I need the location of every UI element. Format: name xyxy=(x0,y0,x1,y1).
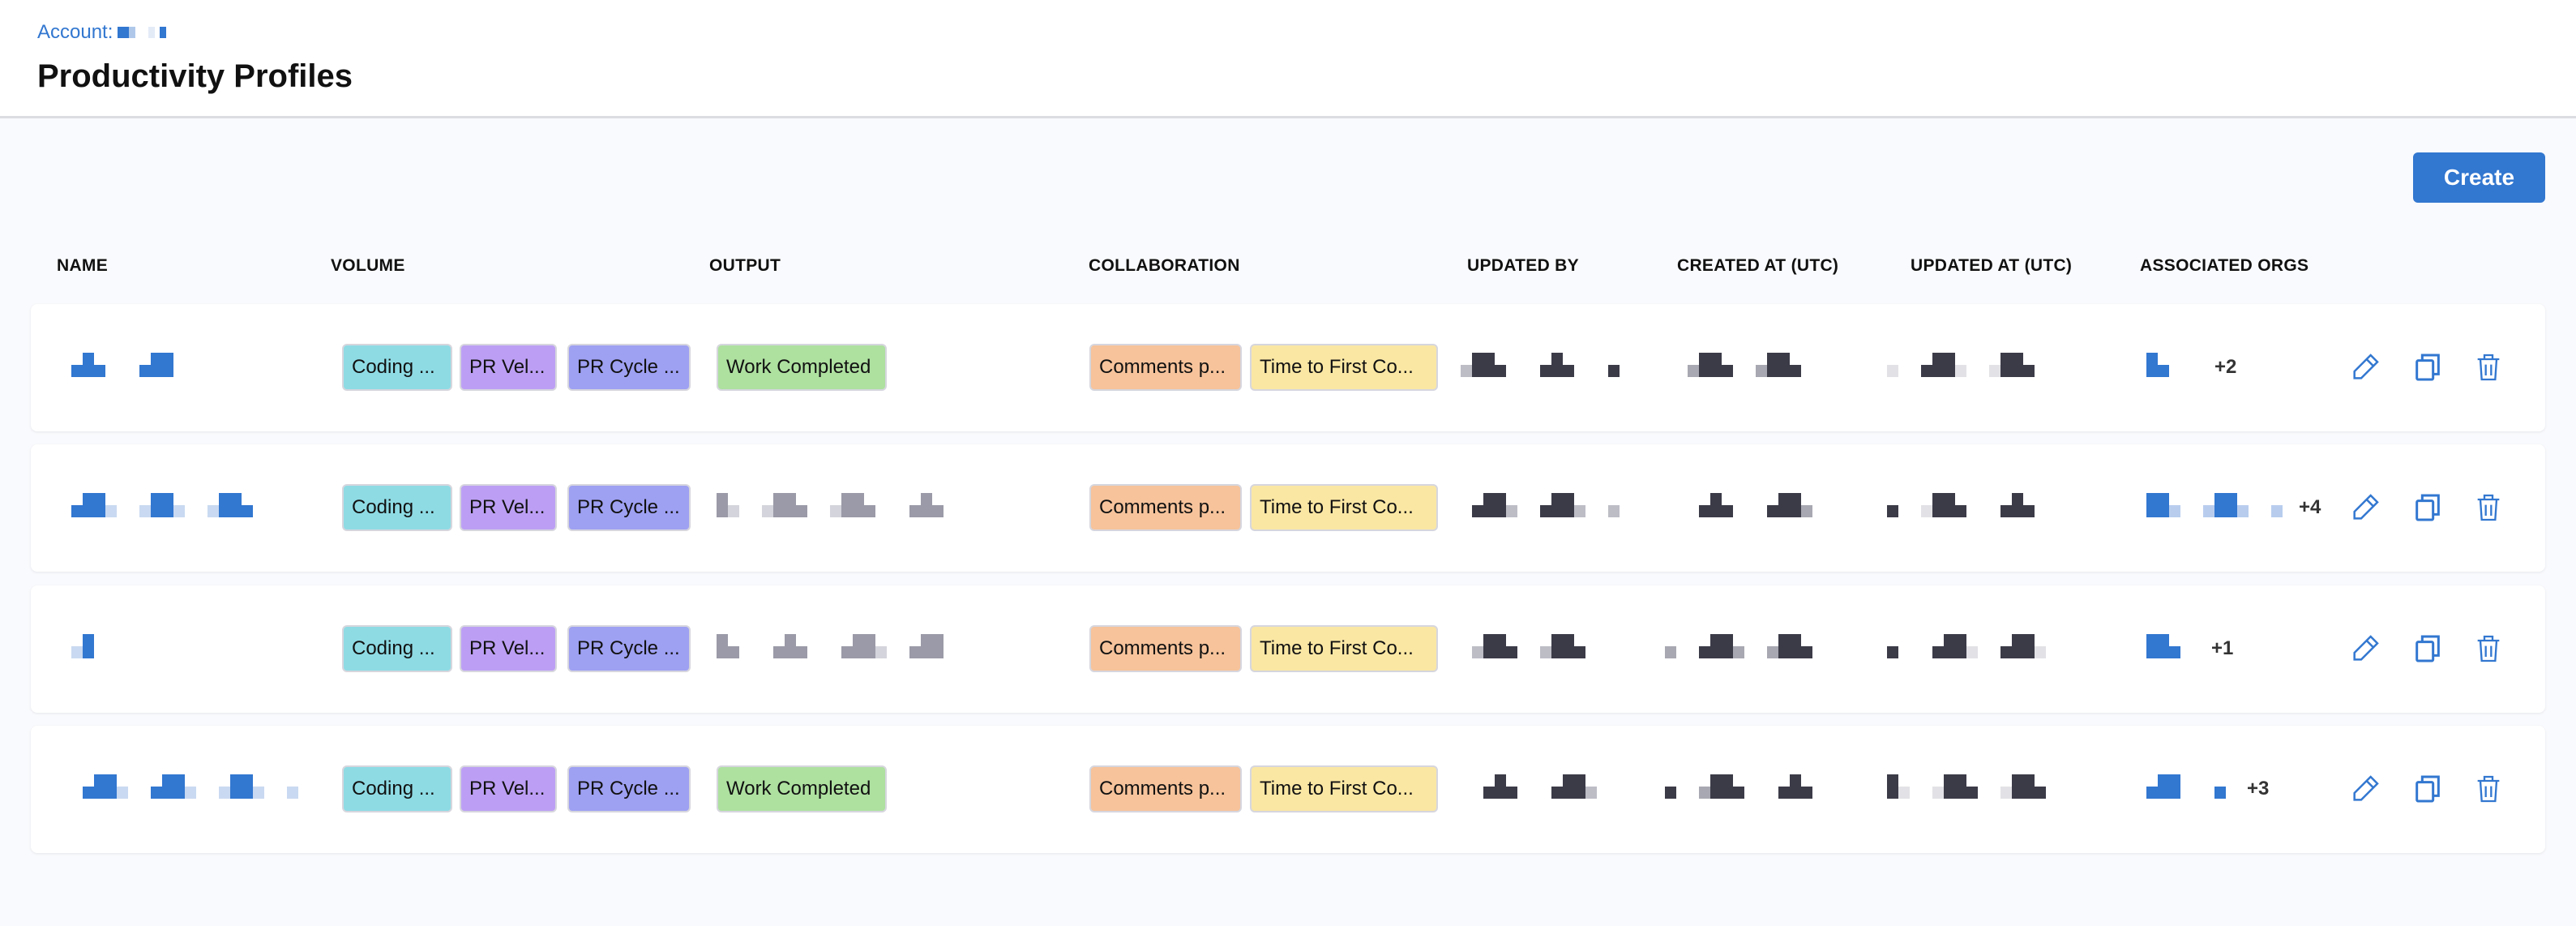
volume-tag: Coding ... xyxy=(342,344,452,391)
collaboration-tag: Time to First Co... xyxy=(1250,765,1438,812)
profile-name-redacted xyxy=(60,493,276,517)
redacted-value xyxy=(1449,353,1620,377)
redacted-value xyxy=(1887,774,2046,799)
column-header-updated-at[interactable]: UPDATED AT (UTC) xyxy=(1911,256,2073,275)
trash-icon[interactable] xyxy=(2472,773,2505,805)
more-orgs-count[interactable]: +2 xyxy=(2214,356,2237,378)
column-header-updated-by: UPDATED BY xyxy=(1467,256,1579,275)
page-header: Account: Productivity Profiles xyxy=(0,0,2576,118)
volume-tag: Coding ... xyxy=(342,484,452,531)
column-header-created-at[interactable]: CREATED AT (UTC) xyxy=(1677,256,1839,275)
more-orgs-count[interactable]: +3 xyxy=(2247,778,2270,800)
column-header-output: OUTPUT xyxy=(709,256,781,275)
output-tag: Work Completed xyxy=(717,765,887,812)
pencil-icon[interactable] xyxy=(2349,351,2381,384)
column-header-associated-orgs: ASSOCIATED ORGS xyxy=(2140,256,2309,275)
redacted-value xyxy=(1665,634,1812,658)
table-row[interactable]: Coding ... PR Vel... PR Cycle ... Work Comp… xyxy=(31,304,2545,431)
table-row[interactable]: Coding ... PR Vel... PR Cycle ... Comments … xyxy=(31,585,2545,713)
redacted-value xyxy=(1887,493,2046,517)
org-name-redacted xyxy=(2146,634,2192,658)
redacted-value xyxy=(1449,774,1620,799)
redacted-value xyxy=(1887,634,2046,658)
collaboration-tag: Time to First Co... xyxy=(1250,344,1438,391)
create-button[interactable]: Create xyxy=(2413,152,2545,203)
table-row[interactable]: Coding ... PR Vel... PR Cycle ... Work Comp… xyxy=(31,726,2545,853)
volume-tag: PR Vel... xyxy=(460,484,557,531)
pencil-icon[interactable] xyxy=(2349,632,2381,665)
account-name-redacted xyxy=(118,27,167,38)
volume-tag: PR Cycle ... xyxy=(567,765,691,812)
volume-tag: Coding ... xyxy=(342,625,452,672)
output-tag: Work Completed xyxy=(717,344,887,391)
redacted-value xyxy=(1665,493,1812,517)
volume-tag: PR Cycle ... xyxy=(567,484,691,531)
table-row[interactable]: Coding ... PR Vel... PR Cycle ... Comments … xyxy=(31,444,2545,572)
volume-tag: Coding ... xyxy=(342,765,452,812)
profile-name-redacted xyxy=(60,634,94,658)
collaboration-tag: Comments p... xyxy=(1089,344,1242,391)
trash-icon[interactable] xyxy=(2472,632,2505,665)
trash-icon[interactable] xyxy=(2472,351,2505,384)
volume-tag: PR Vel... xyxy=(460,765,557,812)
column-header-collaboration: COLLABORATION xyxy=(1089,256,1240,275)
collaboration-tag: Comments p... xyxy=(1089,484,1242,531)
volume-tag: PR Vel... xyxy=(460,625,557,672)
collaboration-tag: Comments p... xyxy=(1089,765,1242,812)
redacted-value xyxy=(1449,634,1620,658)
profile-name-redacted xyxy=(60,774,298,799)
account-label: Account: xyxy=(37,21,113,43)
volume-tag: PR Cycle ... xyxy=(567,625,691,672)
column-header-volume: VOLUME xyxy=(331,256,405,275)
pencil-icon[interactable] xyxy=(2349,491,2381,524)
org-name-redacted xyxy=(2146,353,2192,377)
redacted-value xyxy=(1449,493,1620,517)
copy-icon[interactable] xyxy=(2411,351,2444,384)
redacted-value xyxy=(717,634,944,658)
redacted-value xyxy=(1665,774,1812,799)
copy-icon[interactable] xyxy=(2411,773,2444,805)
collaboration-tag: Time to First Co... xyxy=(1250,625,1438,672)
org-name-redacted xyxy=(2146,493,2283,517)
redacted-value xyxy=(1665,353,1812,377)
copy-icon[interactable] xyxy=(2411,632,2444,665)
org-name-redacted xyxy=(2146,774,2226,799)
trash-icon[interactable] xyxy=(2472,491,2505,524)
more-orgs-count[interactable]: +1 xyxy=(2211,637,2234,659)
volume-tag: PR Cycle ... xyxy=(567,344,691,391)
collaboration-tag: Time to First Co... xyxy=(1250,484,1438,531)
account-breadcrumb[interactable]: Account: xyxy=(37,21,167,44)
more-orgs-count[interactable]: +4 xyxy=(2299,496,2321,518)
column-header-name[interactable]: NAME xyxy=(57,256,109,275)
redacted-value xyxy=(1887,353,2046,377)
profile-name-redacted xyxy=(60,353,173,377)
collaboration-tag: Comments p... xyxy=(1089,625,1242,672)
copy-icon[interactable] xyxy=(2411,491,2444,524)
pencil-icon[interactable] xyxy=(2349,773,2381,805)
volume-tag: PR Vel... xyxy=(460,344,557,391)
redacted-value xyxy=(717,493,944,517)
page-title: Productivity Profiles xyxy=(37,58,353,94)
